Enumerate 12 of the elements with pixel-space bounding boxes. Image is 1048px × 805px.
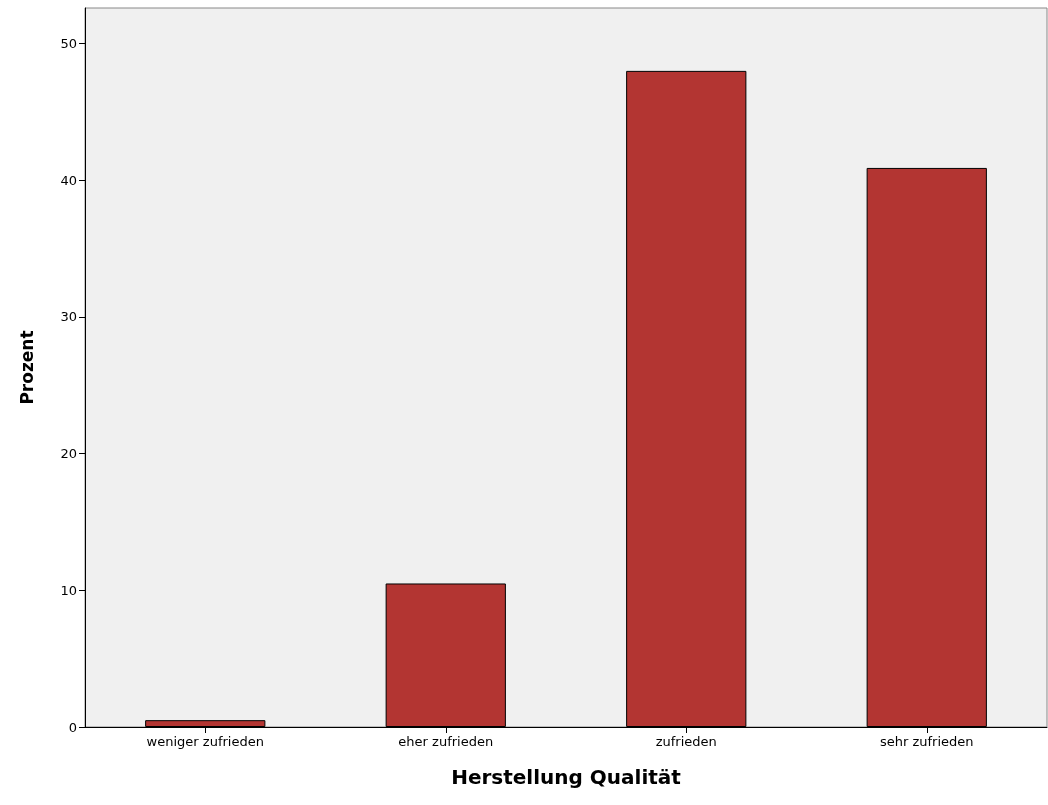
x-tick-label: zufrieden	[655, 734, 717, 749]
x-tick-label: weniger zufrieden	[146, 734, 264, 749]
x-tick-label: sehr zufrieden	[879, 734, 974, 749]
y-axis-title: Prozent	[16, 330, 37, 405]
y-tick-label: 20	[60, 446, 77, 462]
y-tick-label: 30	[60, 309, 77, 325]
y-tick-label: 40	[60, 172, 77, 188]
x-axis-title: Herstellung Qualität	[451, 765, 682, 789]
y-tick-label: 10	[60, 582, 77, 598]
y-tick-label: 0	[68, 719, 77, 735]
y-tick-label: 50	[60, 36, 77, 52]
x-tick-label: eher zufrieden	[398, 734, 494, 749]
